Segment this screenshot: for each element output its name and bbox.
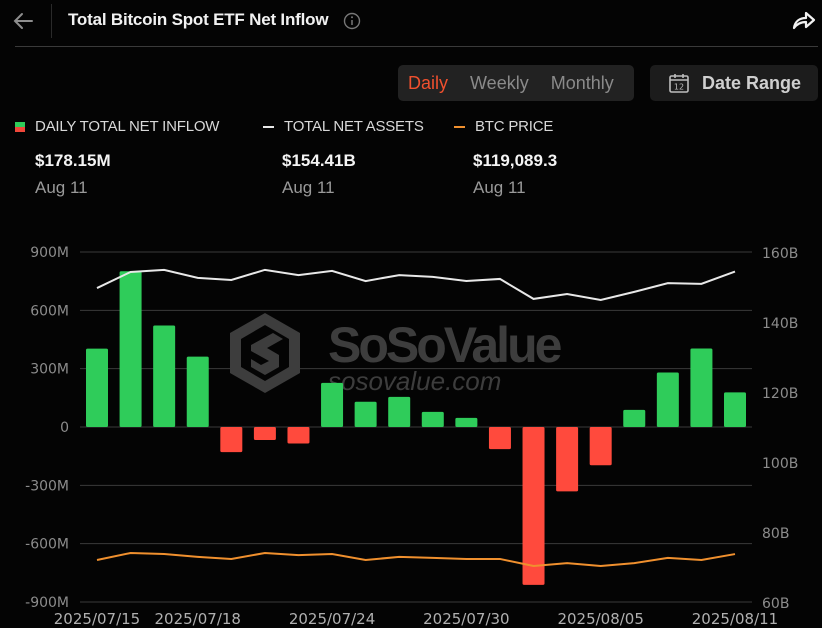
inflow-bar[interactable] xyxy=(488,427,511,450)
svg-text:2025/07/24: 2025/07/24 xyxy=(289,610,375,628)
calendar-icon: 12 xyxy=(669,74,689,93)
svg-text:-900M: -900M xyxy=(25,595,69,611)
inflow-bar[interactable] xyxy=(86,348,108,427)
header-divider xyxy=(51,4,52,38)
legend-label: BTC PRICE xyxy=(475,118,554,135)
inflow-bar[interactable] xyxy=(253,427,276,441)
net-inflow-value: $178.15M xyxy=(35,151,111,170)
btc-price-value: $119,089.3 xyxy=(473,151,558,170)
svg-text:80B: 80B xyxy=(762,526,789,542)
svg-text:900M: 900M xyxy=(30,245,69,261)
legend-label: TOTAL NET ASSETS xyxy=(284,118,424,135)
sosovalue-logo-icon xyxy=(230,313,300,393)
svg-text:0: 0 xyxy=(60,420,69,436)
svg-text:2025/07/15: 2025/07/15 xyxy=(54,610,140,628)
svg-text:600M: 600M xyxy=(30,303,69,319)
inflow-bar[interactable] xyxy=(388,396,411,427)
svg-text:100B: 100B xyxy=(762,456,798,472)
right-axis-labels: 160B 140B 120B 100B 80B 60B xyxy=(762,246,798,612)
svg-text:60B: 60B xyxy=(762,596,789,612)
total-net-assets-line[interactable] xyxy=(96,268,736,301)
net-assets-value: $154.41B xyxy=(282,151,356,170)
inflow-bar[interactable] xyxy=(589,427,612,466)
net-assets-date: Aug 11 xyxy=(282,178,335,197)
btc-price-date: Aug 11 xyxy=(473,178,526,197)
page-title: Total Bitcoin Spot ETF Net Inflow xyxy=(68,10,329,29)
svg-text:2025/08/11: 2025/08/11 xyxy=(692,610,778,628)
granularity-toggle: Daily Weekly Monthly xyxy=(398,65,634,101)
inflow-bar[interactable] xyxy=(656,372,679,427)
svg-text:2025/08/05: 2025/08/05 xyxy=(557,610,643,628)
inflow-bar[interactable] xyxy=(421,411,444,427)
inflow-bar[interactable] xyxy=(186,356,209,427)
inflow-bar[interactable] xyxy=(321,382,344,427)
svg-text:12: 12 xyxy=(674,83,684,92)
inflow-bars[interactable] xyxy=(86,271,746,585)
svg-text:300M: 300M xyxy=(30,362,69,378)
legend-btc-price[interactable]: BTC PRICE xyxy=(454,118,553,135)
date-range-label: Date Range xyxy=(702,72,802,93)
svg-text:2025/07/30: 2025/07/30 xyxy=(423,610,509,628)
svg-text:SoSoValue: SoSoValue xyxy=(328,317,562,373)
legend-total-net-assets[interactable]: TOTAL NET ASSETS xyxy=(263,118,424,135)
legend-label: DAILY TOTAL NET INFLOW xyxy=(35,118,220,135)
tab-daily[interactable]: Daily xyxy=(408,72,449,93)
btc-price-line[interactable] xyxy=(96,551,736,567)
inflow-bar[interactable] xyxy=(287,427,310,444)
svg-text:140B: 140B xyxy=(762,316,798,332)
inflow-bar[interactable] xyxy=(119,271,142,427)
header-divider-line xyxy=(15,46,818,47)
green-red-swatch-icon xyxy=(15,121,25,132)
left-axis-labels: 900M 600M 300M 0 -300M -600M -900M xyxy=(25,245,69,611)
white-dash-icon xyxy=(263,125,274,128)
inflow-bar[interactable] xyxy=(220,427,243,453)
tab-monthly[interactable]: Monthly xyxy=(550,72,614,93)
page-header: Total Bitcoin Spot ETF Net Inflow xyxy=(0,0,822,46)
inflow-bar[interactable] xyxy=(556,427,579,492)
legend-daily-net-inflow[interactable]: DAILY TOTAL NET INFLOW xyxy=(15,118,219,135)
inflow-bar[interactable] xyxy=(724,392,746,427)
share-arrow-icon[interactable] xyxy=(790,8,818,34)
tab-weekly[interactable]: Weekly xyxy=(470,72,529,93)
svg-text:2025/07/18: 2025/07/18 xyxy=(155,610,241,628)
svg-text:120B: 120B xyxy=(762,386,798,402)
date-range-button[interactable]: 12 Date Range xyxy=(650,65,818,101)
arrow-left-icon[interactable] xyxy=(8,6,38,36)
inflow-bar[interactable] xyxy=(455,417,478,427)
sosovalue-watermark: SoSoValue sosovalue.com xyxy=(230,313,565,396)
inflow-bar[interactable] xyxy=(623,409,646,427)
grid-lines xyxy=(80,251,752,603)
x-axis-labels: 2025/07/15 2025/07/18 2025/07/24 2025/07/30… xyxy=(54,610,778,628)
inflow-bar[interactable] xyxy=(153,325,176,428)
info-circle-icon[interactable] xyxy=(343,12,361,30)
inflow-bar[interactable] xyxy=(354,401,377,427)
orange-dash-icon xyxy=(454,125,465,128)
combo-chart[interactable]: SoSoValue sosovalue.com 900M 600M 300M 0 -30… xyxy=(0,230,822,628)
svg-text:-600M: -600M xyxy=(25,537,69,553)
svg-text:160B: 160B xyxy=(762,246,798,262)
svg-text:sosovalue.com: sosovalue.com xyxy=(328,366,501,396)
inflow-bar[interactable] xyxy=(522,427,545,585)
inflow-bar[interactable] xyxy=(690,348,713,427)
svg-text:-300M: -300M xyxy=(25,478,69,494)
net-inflow-date: Aug 11 xyxy=(35,178,88,197)
